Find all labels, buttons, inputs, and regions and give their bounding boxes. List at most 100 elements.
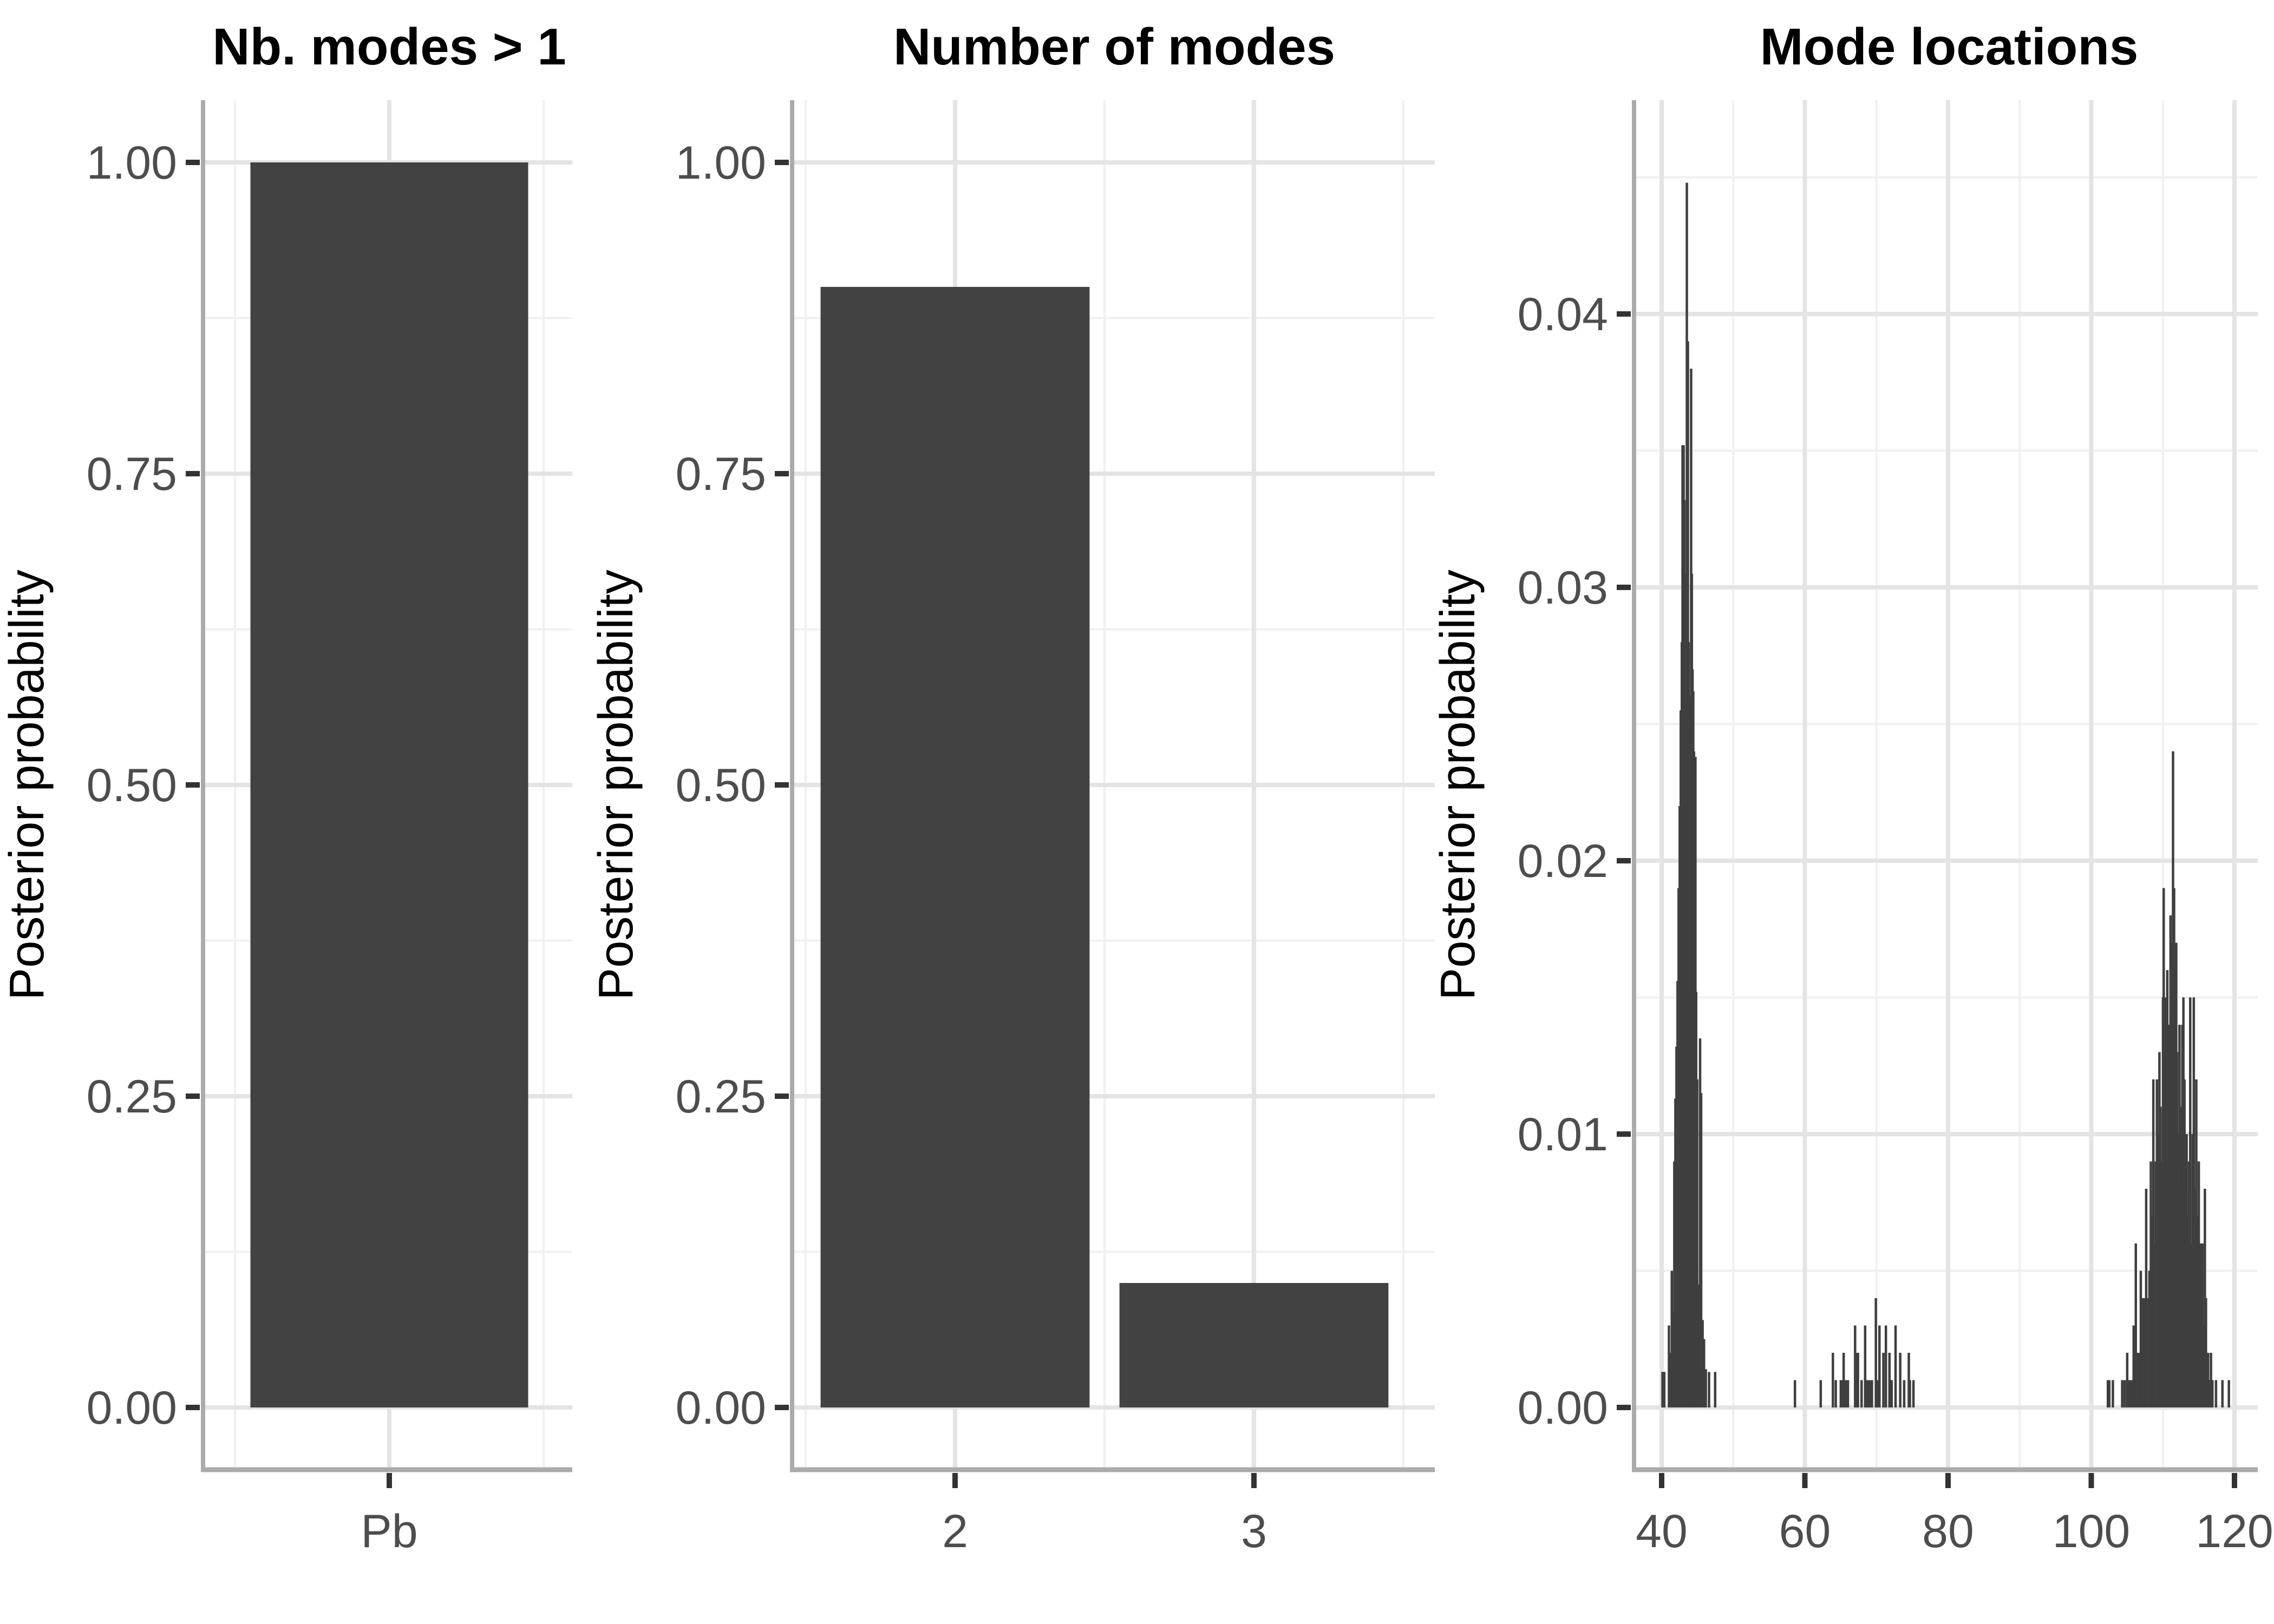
spike xyxy=(2197,1161,2200,1407)
spike xyxy=(1909,1380,1911,1407)
spike xyxy=(1854,1325,1857,1407)
x-tick-label: 120 xyxy=(2195,1505,2273,1557)
bar-3 xyxy=(1119,1283,1389,1407)
bar-Pb xyxy=(250,162,528,1407)
panel-mode-locations: 0.00 0.01 0.02 0.03 0.04 40 60 80 100 120 xyxy=(1518,100,2273,1557)
spike xyxy=(2185,1134,2188,1407)
spike xyxy=(2108,1380,2111,1407)
spike xyxy=(2201,1243,2204,1407)
bar-2 xyxy=(820,287,1090,1407)
panel1-y-axis-title: Posterior probability xyxy=(0,569,54,1000)
spike xyxy=(1819,1380,1822,1407)
y-tick-label: 1.00 xyxy=(87,137,177,189)
spike xyxy=(2221,1380,2224,1407)
axes-group: 0.00 0.01 0.02 0.03 0.04 40 60 80 100 120 xyxy=(1518,100,2273,1557)
spike xyxy=(2189,997,2192,1407)
spike xyxy=(1701,1320,1704,1407)
spike xyxy=(1868,1380,1871,1407)
spike xyxy=(1874,1298,1877,1407)
bars-group xyxy=(820,287,1389,1407)
y-tick-label: 0.25 xyxy=(87,1071,177,1123)
spike xyxy=(1834,1380,1837,1407)
grid-major-group xyxy=(1634,100,2258,1470)
panel3-title: Mode locations xyxy=(1760,18,2139,76)
spike xyxy=(1882,1353,1885,1407)
spike xyxy=(2162,888,2165,1407)
spike xyxy=(2177,1134,2180,1407)
spike xyxy=(2146,1298,2149,1407)
y-tick-label: 0.75 xyxy=(87,448,177,500)
spike xyxy=(1704,1369,1707,1407)
y-tick-label: 0.00 xyxy=(1518,1382,1608,1434)
spike xyxy=(1899,1353,1901,1407)
y-tick-label: 1.00 xyxy=(676,137,766,189)
spike xyxy=(2196,1216,2199,1407)
spike xyxy=(1714,1372,1717,1407)
spike xyxy=(2160,1161,2163,1407)
x-tick-label: 2 xyxy=(942,1505,968,1557)
y-tick-label: 0.01 xyxy=(1518,1109,1608,1161)
spike xyxy=(2214,1380,2218,1407)
spike xyxy=(2134,1243,2137,1407)
spike xyxy=(2106,1380,2109,1407)
spike xyxy=(1878,1325,1881,1407)
spike xyxy=(1671,1312,1674,1407)
spike xyxy=(1865,1380,1868,1407)
spike xyxy=(2139,1271,2142,1407)
spike xyxy=(2136,1353,2139,1407)
spike xyxy=(1661,1372,1664,1407)
spike xyxy=(1703,1339,1706,1407)
spike xyxy=(1857,1353,1859,1407)
spike xyxy=(2207,1353,2210,1407)
spike xyxy=(1903,1380,1906,1407)
y-tick-label: 0.50 xyxy=(87,759,177,811)
spike xyxy=(1832,1353,1834,1407)
y-tick-label: 0.75 xyxy=(676,448,766,500)
spike xyxy=(1888,1353,1891,1407)
panel2-title: Number of modes xyxy=(893,18,1335,76)
spike xyxy=(1884,1325,1887,1407)
spike xyxy=(1844,1380,1847,1407)
spike xyxy=(1684,573,1687,1407)
y-tick-label: 0.04 xyxy=(1518,289,1608,340)
spike xyxy=(2141,1298,2145,1407)
spike xyxy=(2153,1243,2156,1407)
spike xyxy=(1700,1093,1703,1407)
y-tick-label: 0.25 xyxy=(676,1071,766,1123)
spike xyxy=(2126,1353,2129,1407)
x-tick-label: 60 xyxy=(1779,1505,1831,1557)
spike xyxy=(1866,1380,1870,1407)
spike xyxy=(1860,1380,1863,1407)
spike xyxy=(2192,997,2195,1407)
spike xyxy=(1840,1380,1844,1407)
spike xyxy=(2149,1161,2152,1407)
axes-group: 0.00 0.25 0.50 0.75 1.00 Pb xyxy=(87,100,572,1557)
spike xyxy=(1890,1380,1893,1407)
spike xyxy=(1894,1325,1897,1407)
spike xyxy=(2210,1353,2212,1407)
y-tick-label: 0.02 xyxy=(1518,835,1608,887)
axes-group: 0.00 0.25 0.50 0.75 1.00 2 3 xyxy=(676,100,1435,1557)
spike xyxy=(2211,1380,2214,1407)
spike xyxy=(2157,1134,2159,1407)
spike xyxy=(1846,1380,1850,1407)
y-tick-label: 0.00 xyxy=(87,1382,177,1434)
x-tick-label: 80 xyxy=(1922,1505,1974,1557)
spike xyxy=(1877,1380,1879,1407)
spike xyxy=(1864,1325,1867,1407)
spike xyxy=(2131,1380,2133,1407)
x-tick-label: 40 xyxy=(1636,1505,1688,1557)
spikes-group xyxy=(1661,182,2230,1407)
spike xyxy=(2227,1380,2230,1407)
spike xyxy=(2198,1298,2201,1407)
spike xyxy=(1871,1380,1873,1407)
spike xyxy=(2199,1243,2203,1407)
panel1-title: Nb. modes > 1 xyxy=(212,18,566,76)
spike xyxy=(2208,1380,2211,1407)
spike xyxy=(2123,1380,2126,1407)
spike xyxy=(1845,1380,1848,1407)
spike xyxy=(1842,1353,1845,1407)
spike xyxy=(2128,1380,2131,1407)
